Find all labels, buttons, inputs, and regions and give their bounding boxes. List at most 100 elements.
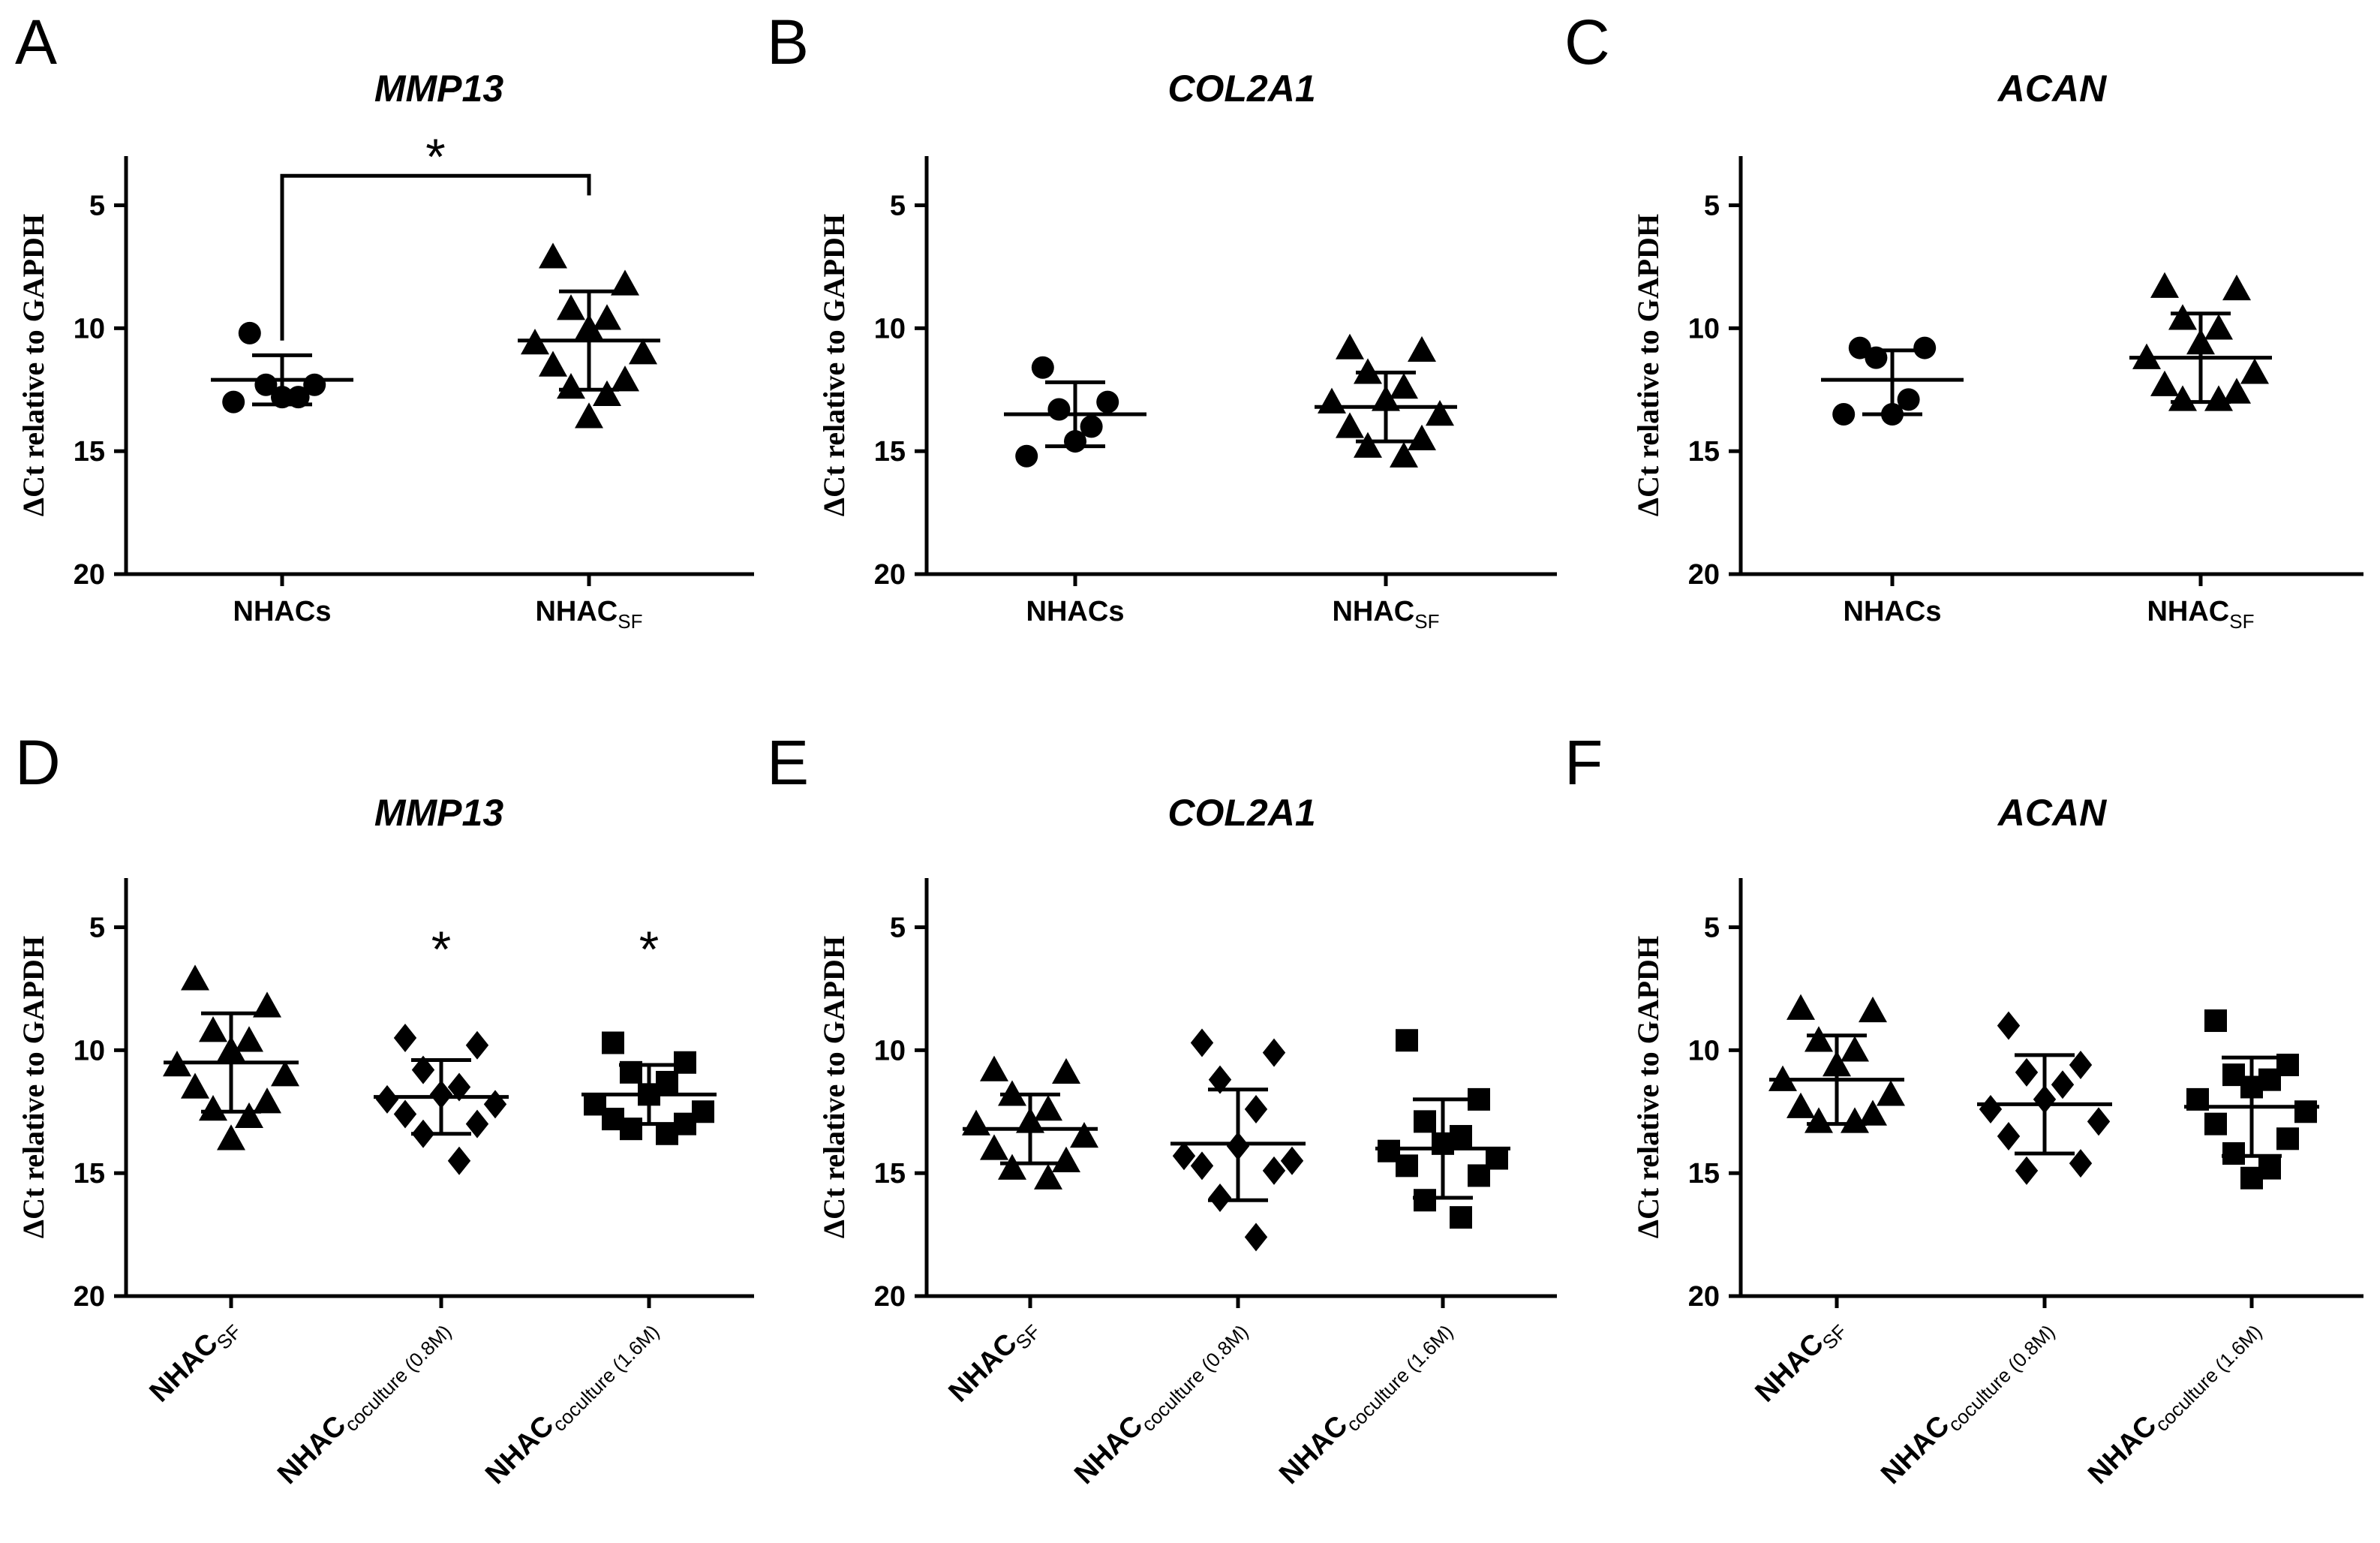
category-main-text: NHAC xyxy=(1068,1409,1149,1490)
panel-d: D MMP13 5 10 15 20 ΔCt relative to GAPDH NHACSF… xyxy=(15,727,754,1494)
data-point xyxy=(611,365,639,392)
data-point xyxy=(2069,1149,2093,1178)
data-point xyxy=(375,1084,399,1114)
category-subscript: SF xyxy=(1414,610,1439,633)
x-category-label: NHACs xyxy=(1844,596,1942,627)
series-triangle xyxy=(2129,272,2272,411)
data-point xyxy=(271,1060,299,1087)
data-point xyxy=(1318,387,1346,414)
data-point xyxy=(611,269,639,296)
y-tick-label: 10 xyxy=(74,1035,105,1066)
data-point xyxy=(575,402,603,429)
data-point xyxy=(1031,356,1054,379)
x-category-label: NHACcoculture (1.6M) xyxy=(479,1310,663,1494)
data-point xyxy=(411,1055,435,1084)
category-main-text: NHAC xyxy=(1750,1328,1830,1408)
y-tick-label: 20 xyxy=(74,559,105,591)
data-point xyxy=(1450,1206,1472,1229)
series-triangle xyxy=(163,964,299,1150)
category-main-text: NHAC xyxy=(1875,1409,1955,1490)
data-point xyxy=(1997,1011,2021,1040)
data-point xyxy=(1172,1141,1196,1171)
x-category-label: NHACSF xyxy=(2147,596,2254,633)
data-point xyxy=(1390,441,1418,468)
y-tick-label: 20 xyxy=(1688,1281,1720,1313)
y-tick-label: 20 xyxy=(874,1281,906,1313)
series-circle xyxy=(1004,356,1146,468)
data-point xyxy=(483,1090,507,1119)
series-circle xyxy=(1821,336,1964,426)
data-point xyxy=(253,1087,281,1114)
data-point xyxy=(557,372,585,399)
x-category-label: NHACSF xyxy=(1332,596,1439,633)
series-circle xyxy=(211,321,353,414)
data-point xyxy=(1468,1164,1490,1187)
data-point xyxy=(1787,1092,1815,1118)
data-point xyxy=(1408,424,1436,450)
series-triangle xyxy=(962,1055,1098,1190)
chart-title: COL2A1 xyxy=(1167,792,1315,834)
data-point xyxy=(1396,1154,1418,1178)
data-point xyxy=(1997,1122,2021,1151)
data-point xyxy=(2150,370,2179,396)
category-subscript: coculture (1.6M) xyxy=(548,1320,663,1436)
data-point xyxy=(1034,1094,1062,1121)
data-point xyxy=(2168,304,2197,330)
category-subscript: coculture (1.6M) xyxy=(1342,1320,1457,1436)
y-tick-label: 15 xyxy=(874,436,906,468)
data-point xyxy=(2069,1051,2093,1080)
y-tick-label: 20 xyxy=(1688,559,1720,591)
x-category-label: NHACSF xyxy=(535,596,642,633)
data-point xyxy=(2276,1127,2299,1150)
data-point xyxy=(602,1031,624,1054)
y-tick-label: 5 xyxy=(89,913,105,944)
data-point xyxy=(447,1072,471,1102)
data-point xyxy=(1426,400,1454,426)
series-triangle xyxy=(518,242,660,429)
data-point xyxy=(1096,390,1119,414)
significance-star: * xyxy=(431,921,451,978)
data-point xyxy=(1034,1163,1062,1190)
y-tick-label: 15 xyxy=(874,1158,906,1190)
data-point xyxy=(222,390,245,414)
chart-title: ACAN xyxy=(1997,792,2107,834)
x-category-label: NHACs xyxy=(1026,596,1125,627)
data-point xyxy=(2015,1156,2039,1185)
data-point xyxy=(2087,1107,2111,1136)
data-point xyxy=(980,1134,1008,1160)
data-point xyxy=(1841,1036,1869,1062)
panel-letter: E xyxy=(767,727,809,798)
data-point xyxy=(1848,336,1871,359)
chart-title: MMP13 xyxy=(374,68,503,110)
data-point xyxy=(1859,996,1887,1023)
y-tick-label: 20 xyxy=(874,559,906,591)
x-category-label: NHACSF xyxy=(1750,1310,1852,1412)
y-axis-label: ΔCt relative to GAPDH xyxy=(817,936,851,1238)
y-axis-label: ΔCt relative to GAPDH xyxy=(1631,936,1665,1238)
x-category-label: NHACcoculture (1.6M) xyxy=(2082,1310,2266,1494)
data-point xyxy=(674,1051,696,1074)
series-square xyxy=(581,1031,717,1145)
data-point xyxy=(539,350,567,377)
data-point xyxy=(1070,1122,1098,1148)
panel-a: A MMP13 5 10 15 20 ΔCt relative to GAPDH NHACs N… xyxy=(15,7,754,633)
series-diamond xyxy=(1170,1028,1306,1252)
data-point xyxy=(2051,1070,2075,1099)
y-tick-label: 15 xyxy=(74,436,105,468)
data-point xyxy=(656,1122,678,1145)
panel-letter: D xyxy=(15,727,61,798)
data-point xyxy=(1015,444,1038,468)
data-point xyxy=(465,1030,489,1060)
y-tick-label: 10 xyxy=(1688,1035,1720,1066)
panel-letter: F xyxy=(1564,727,1603,798)
y-tick-label: 5 xyxy=(890,913,906,944)
data-point xyxy=(465,1109,489,1138)
category-main-text: NHAC xyxy=(144,1328,224,1408)
category-subscript: coculture (0.8M) xyxy=(1137,1320,1252,1436)
data-point xyxy=(539,242,567,269)
y-tick-label: 20 xyxy=(74,1281,105,1313)
data-point xyxy=(181,964,209,991)
category-subscript: SF xyxy=(618,610,642,633)
data-point xyxy=(2222,1141,2245,1165)
